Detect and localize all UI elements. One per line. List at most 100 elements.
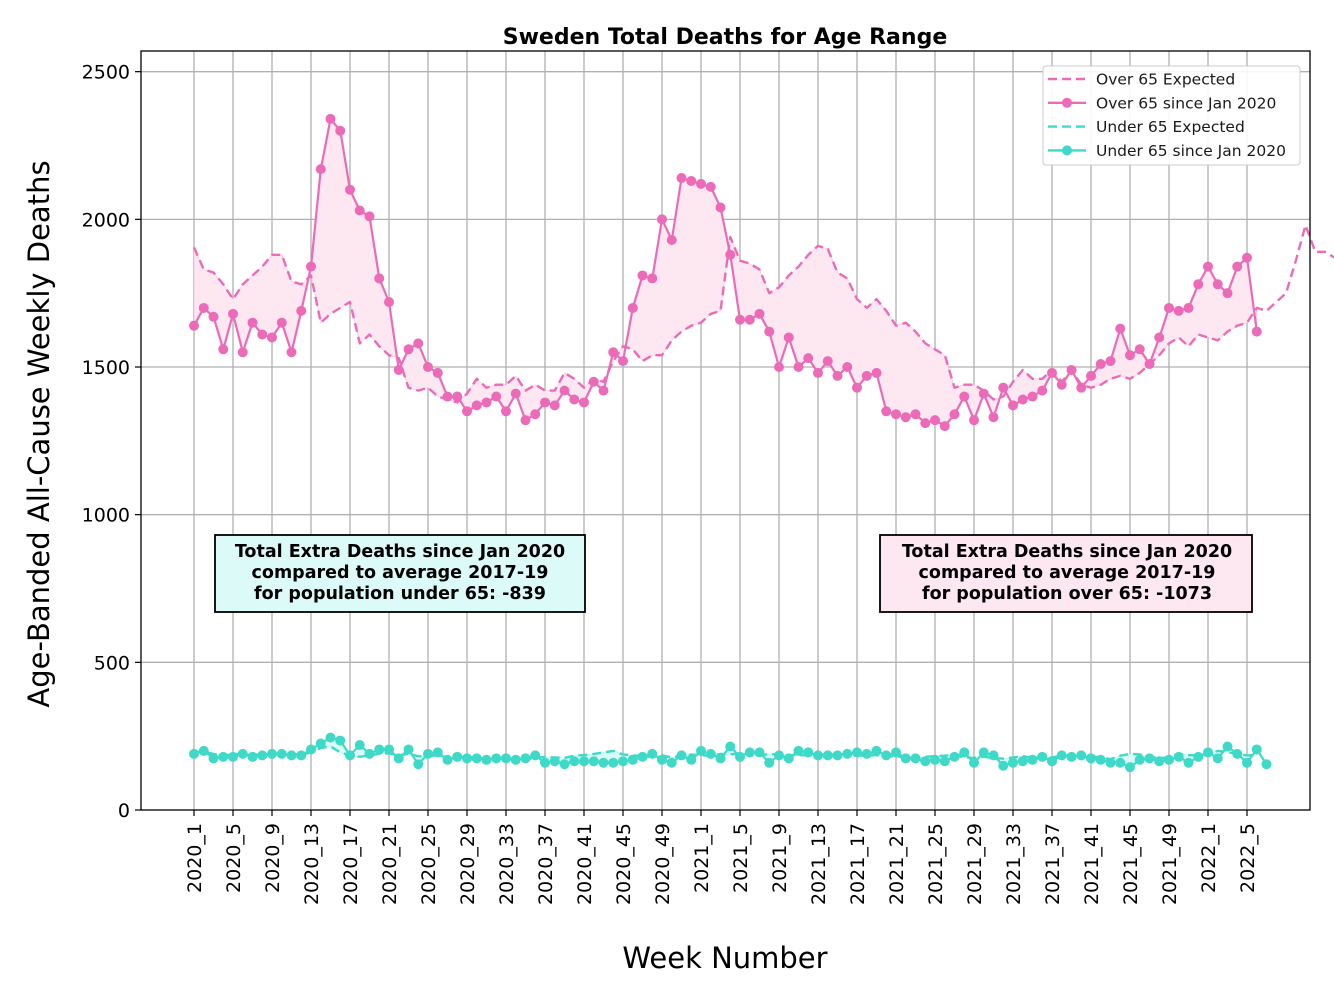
data-point bbox=[530, 409, 541, 420]
data-point bbox=[218, 751, 229, 762]
x-tick-label: 2020_37 bbox=[535, 823, 557, 905]
data-point bbox=[735, 751, 745, 762]
data-point bbox=[588, 756, 599, 767]
data-point bbox=[978, 747, 989, 758]
data-point bbox=[852, 382, 862, 393]
data-point bbox=[491, 391, 502, 402]
data-point bbox=[413, 338, 424, 349]
data-point bbox=[764, 326, 775, 337]
data-point bbox=[335, 125, 346, 136]
data-point bbox=[608, 757, 619, 768]
data-point bbox=[1017, 756, 1028, 767]
data-point bbox=[442, 391, 453, 402]
data-point bbox=[374, 744, 385, 755]
data-point bbox=[237, 748, 248, 759]
data-point bbox=[793, 745, 804, 756]
data-point bbox=[735, 314, 745, 325]
data-point bbox=[462, 753, 472, 764]
data-point bbox=[257, 750, 268, 761]
y-tick-label: 1500 bbox=[82, 357, 130, 379]
x-tick-label: 2021_49 bbox=[1159, 823, 1181, 905]
x-tick-label: 2020_17 bbox=[340, 823, 362, 905]
data-point bbox=[725, 249, 736, 260]
data-point bbox=[315, 738, 326, 749]
data-point bbox=[432, 747, 443, 758]
data-point bbox=[1251, 744, 1262, 755]
data-point bbox=[939, 421, 950, 432]
data-point bbox=[462, 406, 472, 417]
data-point bbox=[803, 353, 814, 364]
x-tick-label: 2020_25 bbox=[418, 823, 440, 905]
data-point bbox=[930, 754, 940, 765]
data-point bbox=[1125, 350, 1135, 361]
data-point bbox=[803, 747, 814, 758]
data-point bbox=[208, 311, 219, 322]
data-point bbox=[354, 205, 365, 216]
data-point bbox=[1027, 391, 1038, 402]
data-point bbox=[267, 332, 277, 343]
data-point bbox=[930, 415, 940, 426]
data-point bbox=[598, 385, 609, 396]
data-point bbox=[452, 751, 463, 762]
data-point bbox=[910, 753, 921, 764]
data-point bbox=[1193, 279, 1204, 290]
data-point bbox=[1037, 751, 1048, 762]
legend: Over 65 Expected Over 65 since Jan 2020 Un… bbox=[1042, 65, 1301, 166]
data-point bbox=[1086, 753, 1096, 764]
legend-box bbox=[1042, 65, 1301, 166]
data-point bbox=[852, 747, 862, 758]
data-point bbox=[1222, 741, 1233, 752]
data-point bbox=[949, 409, 960, 420]
data-point bbox=[832, 750, 843, 761]
data-point bbox=[247, 751, 258, 762]
data-point bbox=[364, 748, 375, 759]
data-point bbox=[1095, 359, 1106, 370]
data-point bbox=[774, 750, 784, 761]
y-tick-label: 2500 bbox=[82, 62, 130, 84]
data-point bbox=[588, 376, 599, 387]
data-point bbox=[1105, 356, 1116, 367]
data-point bbox=[686, 754, 697, 765]
data-point bbox=[306, 261, 316, 272]
data-point bbox=[1105, 757, 1116, 768]
data-point bbox=[696, 178, 706, 189]
chart-title: Sweden Total Deaths for Age Range bbox=[503, 25, 947, 50]
data-point bbox=[978, 388, 989, 399]
x-tick-label: 2021_25 bbox=[925, 823, 947, 905]
y-tick-label: 500 bbox=[94, 652, 130, 674]
series-lines bbox=[189, 113, 1334, 773]
data-point bbox=[579, 397, 589, 408]
data-point bbox=[510, 754, 521, 765]
y-tick-label: 1000 bbox=[82, 505, 130, 527]
data-point bbox=[257, 329, 268, 340]
data-point bbox=[1183, 757, 1194, 768]
data-point bbox=[1164, 302, 1174, 313]
data-point bbox=[423, 362, 433, 373]
data-point bbox=[1164, 754, 1174, 765]
data-point bbox=[1047, 756, 1057, 767]
data-point bbox=[1261, 759, 1272, 770]
data-point bbox=[286, 750, 297, 761]
data-point bbox=[647, 748, 658, 759]
data-point bbox=[1183, 302, 1194, 313]
data-point bbox=[696, 745, 706, 756]
data-point bbox=[774, 362, 784, 373]
data-point bbox=[676, 750, 687, 761]
data-point bbox=[949, 751, 960, 762]
data-point bbox=[666, 235, 677, 246]
data-point bbox=[1008, 757, 1018, 768]
data-point bbox=[228, 751, 238, 762]
data-point bbox=[1212, 753, 1223, 764]
data-point bbox=[1154, 756, 1165, 767]
data-point bbox=[861, 370, 872, 381]
data-point bbox=[325, 732, 336, 743]
data-point bbox=[686, 175, 697, 186]
data-point bbox=[861, 748, 872, 759]
data-point bbox=[676, 172, 687, 183]
data-point bbox=[744, 314, 755, 325]
data-point bbox=[1115, 323, 1126, 334]
data-point bbox=[393, 753, 404, 764]
annotation-boxes: Total Extra Deaths since Jan 2020compare… bbox=[214, 534, 1253, 613]
data-point bbox=[549, 400, 560, 411]
x-tick-label: 2020_29 bbox=[457, 823, 479, 905]
